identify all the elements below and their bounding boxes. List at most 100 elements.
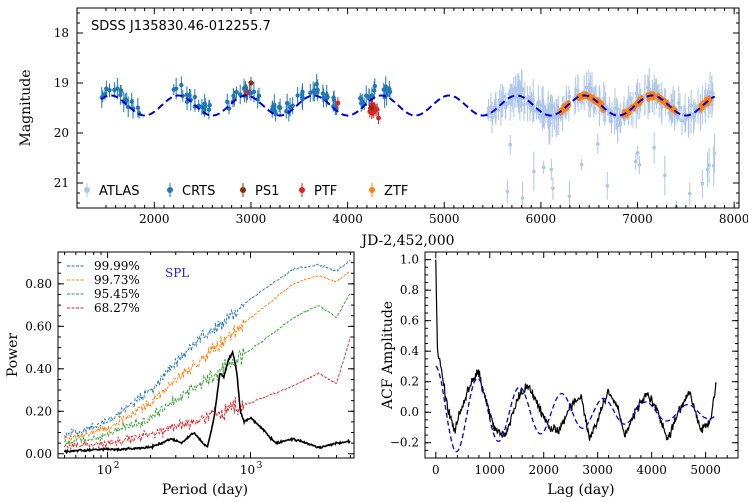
ztf-point xyxy=(698,103,703,108)
crts-point xyxy=(118,88,124,93)
crts-point xyxy=(358,96,363,101)
legend-marker xyxy=(299,187,305,193)
crts-point xyxy=(325,94,330,100)
bl-ytick-label: 0.80 xyxy=(25,277,52,291)
legend-label: PTF xyxy=(314,184,337,199)
atlas-point xyxy=(628,96,633,101)
top-panel: 2000 3000 4000 5000 6000 7000 8000 18 19 20 21 SDS… xyxy=(18,7,748,249)
bl-legend-label: 99.73% xyxy=(94,273,140,287)
atlas-point xyxy=(541,165,546,170)
br-xtick-label: 4000 xyxy=(636,463,667,477)
br-xtick-label: 2000 xyxy=(528,463,559,477)
top-xtick-label: 5000 xyxy=(429,212,460,226)
br-xtick-label: 5000 xyxy=(690,463,721,477)
atlas-point xyxy=(618,120,623,125)
crts-point xyxy=(308,90,313,96)
crts-point xyxy=(387,86,392,92)
bl-ytick-label: 0.00 xyxy=(25,447,52,461)
top-ylabel: Magnitude xyxy=(18,69,34,146)
crts-point xyxy=(372,83,378,89)
atlas-point xyxy=(686,115,691,120)
atlas-point xyxy=(540,103,544,108)
atlas-point xyxy=(707,163,711,168)
crts-point xyxy=(234,89,239,95)
atlas-point xyxy=(637,163,642,167)
crts-point xyxy=(118,92,123,98)
bottom-left-panel: 10 2 10 30.000.200.400.600.80 Period (day) … xyxy=(5,251,355,498)
bl-ytick-label: 0.40 xyxy=(25,362,52,376)
atlas-point xyxy=(615,106,620,111)
atlas-point xyxy=(652,145,656,150)
bl-annotation: SPL xyxy=(165,266,189,280)
bottom-right-panel: 0 1000 2000 3000 4000 5000 −0.2 0.0 0.2 0.4 0.6 0.8… xyxy=(380,251,739,498)
bl-xtick-exponent: 3 xyxy=(257,461,263,471)
atlas-point xyxy=(615,118,620,122)
atlas-point xyxy=(607,107,612,112)
crts-point xyxy=(171,87,176,92)
atlas-point xyxy=(647,87,651,91)
atlas-point xyxy=(556,114,561,118)
bl-series-spl xyxy=(63,349,351,455)
ztf-point xyxy=(591,94,596,99)
atlas-point xyxy=(559,115,563,120)
bl-axes: 10 2 10 30.000.200.400.600.80 xyxy=(25,252,354,477)
crts-point xyxy=(372,88,377,93)
crts-point xyxy=(241,86,247,91)
br-xtick-label: 3000 xyxy=(582,463,613,477)
bl-xtick-label: 10 xyxy=(97,463,112,477)
legend-label: PS1 xyxy=(255,184,279,199)
br-xtick-label: 0 xyxy=(432,463,440,477)
br-ytick-label: 0.4 xyxy=(400,344,419,358)
atlas-point xyxy=(506,101,510,106)
crts-point xyxy=(331,97,337,103)
top-legend: ATLAS CRTS PS1 PTF ZTF xyxy=(84,183,408,199)
atlas-point xyxy=(567,94,572,99)
atlas-point xyxy=(687,191,692,196)
atlas-point xyxy=(503,106,508,110)
top-xlabel: JD-2,452,000 xyxy=(359,233,454,249)
top-xtick-label: 2000 xyxy=(139,212,170,226)
ztf-point xyxy=(561,107,566,112)
top-axes: 2000 3000 4000 5000 6000 7000 8000 18 19 20 21 xyxy=(54,8,748,226)
legend-marker xyxy=(240,187,246,193)
atlas-point xyxy=(567,194,572,198)
atlas-point xyxy=(609,119,614,124)
atlas-point xyxy=(520,196,525,200)
atlas-point xyxy=(532,169,536,174)
crts-point xyxy=(383,84,388,89)
atlas-point xyxy=(700,181,705,186)
bl-legend-label: 68.27% xyxy=(94,301,140,315)
acf-line xyxy=(435,259,717,441)
bl-ylabel: Power xyxy=(5,333,21,378)
crts-point xyxy=(300,89,305,94)
atlas-point xyxy=(692,114,697,119)
br-ytick-label: 1.0 xyxy=(400,253,419,267)
acf-model-line xyxy=(435,365,717,453)
br-plot-area xyxy=(435,259,717,453)
br-xlabel: Lag (day) xyxy=(547,482,614,498)
crts-point xyxy=(277,105,283,110)
bl-legend-label: 99.99% xyxy=(94,259,140,273)
atlas-point xyxy=(653,89,658,94)
top-xtick-label: 8000 xyxy=(719,212,748,226)
ps1-point xyxy=(369,105,375,111)
bl-plot-area xyxy=(63,259,351,455)
br-ylabel: ACF Amplitude xyxy=(380,301,396,410)
crts-point xyxy=(207,103,212,108)
crts-point xyxy=(180,93,185,99)
legend-label: ZTF xyxy=(384,184,408,199)
top-xtick-label: 3000 xyxy=(236,212,267,226)
top-xtick-label: 7000 xyxy=(622,212,653,226)
crts-point xyxy=(360,99,365,104)
crts-point xyxy=(135,105,141,110)
atlas-point xyxy=(663,173,667,178)
crts-point xyxy=(112,87,117,93)
legend-label: ATLAS xyxy=(99,184,140,199)
atlas-point xyxy=(508,142,513,147)
bl-xtick-label: 10 xyxy=(240,463,255,477)
ptf-point xyxy=(244,90,250,96)
crts-point xyxy=(320,91,326,96)
atlas-point xyxy=(680,118,684,123)
br-ytick-label: 0.6 xyxy=(400,314,419,328)
